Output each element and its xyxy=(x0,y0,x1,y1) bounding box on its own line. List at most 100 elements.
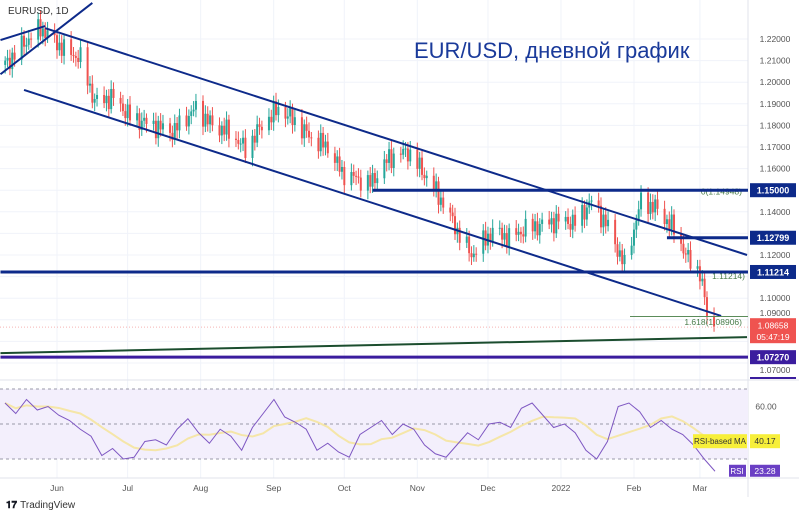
candle xyxy=(409,140,412,167)
candle xyxy=(432,167,435,197)
candle xyxy=(286,108,289,125)
candle xyxy=(107,89,110,118)
candle xyxy=(468,230,471,262)
candle xyxy=(451,204,454,224)
candle xyxy=(30,32,33,48)
candle xyxy=(11,47,14,78)
candle xyxy=(567,208,570,230)
candle xyxy=(112,82,115,106)
price-tick: 1.09000 xyxy=(760,308,791,318)
candle xyxy=(239,138,242,153)
trendline-wedge-upper[interactable] xyxy=(0,25,46,42)
candle xyxy=(357,168,360,184)
candle xyxy=(138,108,141,139)
candle xyxy=(60,35,63,64)
candle xyxy=(376,170,379,191)
candle xyxy=(336,150,339,172)
rsi-line xyxy=(4,398,716,472)
candle xyxy=(211,107,214,132)
fib-label: 1.11214) xyxy=(712,271,745,281)
time-tick: Mar xyxy=(693,483,708,493)
candle xyxy=(190,105,193,125)
candle xyxy=(72,46,75,63)
candle xyxy=(600,197,603,234)
candle xyxy=(260,120,263,139)
candle xyxy=(632,222,635,254)
candle xyxy=(637,200,640,226)
price-tick: 1.21000 xyxy=(760,56,791,66)
candle xyxy=(654,194,657,222)
candle xyxy=(472,245,475,262)
candle xyxy=(505,225,508,254)
candle xyxy=(508,223,511,256)
candle xyxy=(23,30,26,56)
price-tick: 1.17000 xyxy=(760,142,791,152)
candle xyxy=(187,109,190,135)
rsi-value: 23.28 xyxy=(754,466,776,476)
candle xyxy=(406,142,409,170)
time-tick: Sep xyxy=(266,483,281,493)
candle xyxy=(303,119,306,147)
candle xyxy=(289,100,292,124)
candle xyxy=(126,98,129,127)
time-tick: Jun xyxy=(50,483,64,493)
candle xyxy=(703,271,706,305)
candle xyxy=(209,110,212,133)
price-tick: 1.10000 xyxy=(760,293,791,303)
candle xyxy=(178,108,181,139)
current-price-value: 1.08658 xyxy=(758,321,789,331)
candle xyxy=(475,247,478,262)
candle xyxy=(524,210,527,243)
candle xyxy=(140,112,143,136)
candle xyxy=(458,220,461,251)
candle xyxy=(171,125,174,148)
candle xyxy=(498,220,501,236)
trendline-channel-lower[interactable] xyxy=(23,89,722,317)
candle xyxy=(242,130,245,152)
current-price-label xyxy=(750,318,796,344)
trendline-channel-upper[interactable] xyxy=(44,27,748,256)
candle xyxy=(574,206,577,232)
rsi-ma-value: 40.17 xyxy=(754,436,776,446)
candle xyxy=(79,39,82,69)
candle xyxy=(176,116,179,139)
trendline-wedge-lower[interactable] xyxy=(0,2,93,75)
time-tick: Feb xyxy=(627,483,642,493)
candle xyxy=(253,129,256,151)
candle xyxy=(37,12,40,48)
fib-label: 1.618(1.08906) xyxy=(684,317,742,327)
candle xyxy=(522,226,525,244)
candle xyxy=(152,112,155,131)
candle xyxy=(623,248,626,273)
candle xyxy=(105,89,108,112)
candle xyxy=(6,49,9,68)
candle xyxy=(531,213,534,240)
candle xyxy=(352,164,355,184)
candle xyxy=(456,222,459,243)
candle xyxy=(388,141,391,171)
candle xyxy=(366,170,369,200)
price-tick: 1.19000 xyxy=(760,99,791,109)
rsi-label: RSI xyxy=(730,467,743,476)
candle xyxy=(251,129,254,167)
trendline-long-support[interactable] xyxy=(0,336,748,355)
candle xyxy=(442,189,445,214)
rsi-tag xyxy=(729,464,746,477)
level-price-text: 1.12799 xyxy=(757,233,790,243)
candle xyxy=(157,115,160,147)
candle xyxy=(519,227,522,243)
candle xyxy=(385,154,388,172)
candle xyxy=(244,129,247,164)
candle xyxy=(86,42,89,95)
candle xyxy=(58,34,61,56)
candle xyxy=(564,211,567,230)
rsi-tick: 60.00 xyxy=(755,402,777,412)
candle xyxy=(449,202,452,222)
candle xyxy=(541,212,544,232)
candle xyxy=(649,193,652,220)
candle xyxy=(618,241,621,262)
candle xyxy=(161,114,164,136)
tradingview-footer[interactable]: 𝟏𝟕 TradingView xyxy=(6,500,75,511)
candle xyxy=(74,51,77,67)
